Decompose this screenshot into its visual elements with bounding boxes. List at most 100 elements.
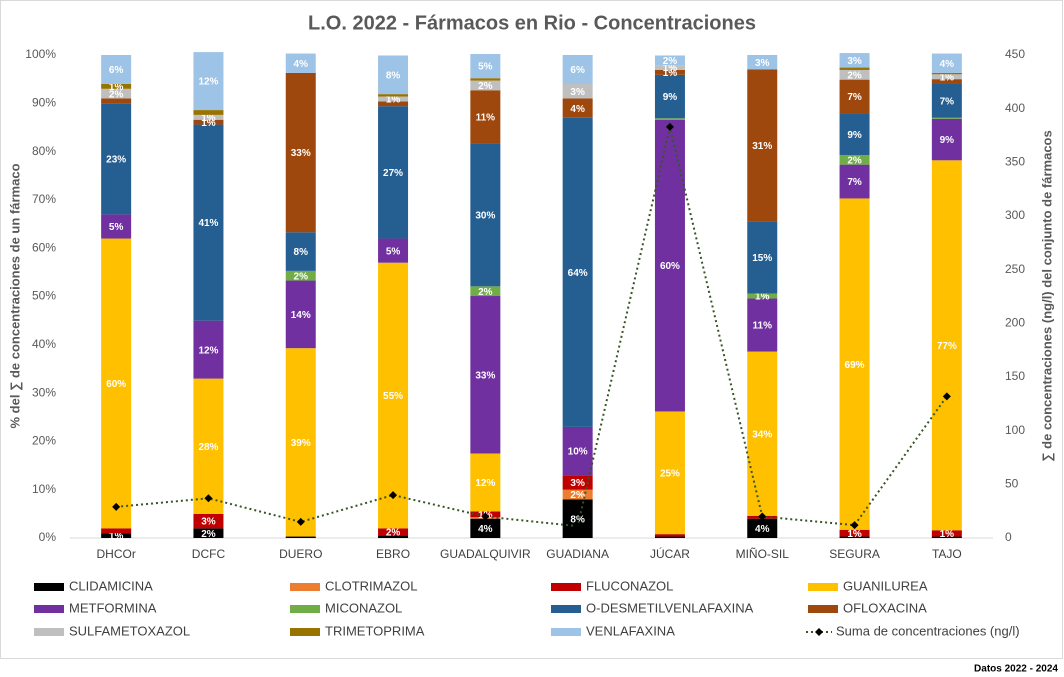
bar-segment [101, 55, 132, 84]
bar-segment [470, 518, 501, 538]
data-label: 3% [847, 56, 862, 67]
legend-label: O-DESMETILVENLAFAXINA [586, 600, 754, 615]
data-label: 77% [937, 341, 957, 352]
y2-axis-label: ∑ de concentraciones (ng/l) del conjunto… [1039, 130, 1054, 461]
data-label: 1% [663, 68, 678, 79]
x-tick-label: MIÑO-SIL [736, 547, 790, 561]
data-label: 4% [294, 59, 309, 70]
bar-segment [747, 221, 778, 294]
x-tick-label: DCFC [192, 547, 226, 561]
data-label: 2% [478, 81, 493, 92]
data-label: 1% [663, 63, 678, 74]
data-label: 2% [386, 528, 401, 539]
data-label: 25% [660, 468, 680, 479]
y-tick-label: 0% [39, 530, 57, 544]
data-label: 2% [201, 529, 216, 540]
data-label: 12% [198, 77, 218, 88]
bar-segment [931, 72, 962, 75]
data-label: 7% [940, 97, 955, 108]
data-label: 1% [109, 531, 124, 542]
bar-segment [101, 214, 132, 239]
bar-segment [285, 53, 316, 73]
data-label: 2% [847, 70, 862, 81]
bar-segment [470, 54, 501, 79]
bar-segment [931, 536, 962, 538]
bar-segment [101, 83, 132, 89]
x-tick-label: GUADIANA [546, 547, 609, 561]
y-axis-label: % del ∑ de concentraciones de un fármaco [7, 163, 22, 428]
bar-segment [285, 280, 316, 349]
data-label: 1% [201, 118, 216, 129]
data-label: 23% [106, 154, 126, 165]
data-label: 60% [106, 379, 126, 390]
data-label: 4% [478, 524, 493, 535]
bar-segment [747, 298, 778, 352]
data-label: 4% [755, 524, 770, 535]
y2-tick-label: 100 [1005, 423, 1025, 437]
data-label: 2% [570, 490, 585, 501]
bar-segment [931, 118, 962, 161]
bar-segment [285, 232, 316, 271]
legend-label: VENLAFAXINA [586, 623, 675, 638]
data-label: 39% [291, 438, 311, 449]
data-label: 28% [198, 442, 218, 453]
x-tick-label: DUERO [279, 547, 322, 561]
bar-segment [193, 528, 224, 538]
chart-title: L.O. 2022 - Fármacos en Rio - Concentrac… [308, 12, 756, 34]
data-label: 12% [198, 345, 218, 356]
bar-segment [378, 55, 409, 95]
bar-segment [747, 293, 778, 299]
legend-swatch [290, 605, 320, 613]
data-label: 5% [109, 222, 124, 233]
bar-segment [747, 55, 778, 70]
y-tick-label: 90% [32, 95, 56, 109]
data-label: 60% [660, 261, 680, 272]
data-label: 6% [109, 65, 124, 76]
legend-swatch [34, 605, 64, 613]
data-label: 2% [294, 271, 309, 282]
bar-segment [839, 198, 870, 530]
bar-segment [101, 528, 132, 534]
data-label: 4% [940, 59, 955, 70]
legend-swatch [551, 605, 581, 613]
bar-segment [285, 270, 316, 281]
chart-frame [0, 0, 1063, 659]
y2-tick-label: 0 [1005, 530, 1012, 544]
y2-tick-label: 300 [1005, 208, 1025, 222]
data-label: 8% [570, 514, 585, 525]
bar-segment [101, 533, 132, 538]
legend-label: OFLOXACINA [843, 600, 927, 615]
line-marker [296, 517, 305, 526]
bar-segment [470, 296, 501, 454]
data-label: 1% [386, 95, 401, 106]
data-label: 2% [109, 89, 124, 100]
x-tick-label: JÚCAR [650, 546, 690, 561]
line-marker [204, 494, 213, 503]
data-label: 2% [478, 287, 493, 298]
y2-tick-label: 50 [1005, 477, 1019, 491]
legend-label: CLIDAMICINA [69, 578, 153, 593]
data-label: 1% [940, 72, 955, 83]
legend-swatch [808, 605, 838, 613]
y-tick-label: 80% [32, 144, 56, 158]
y-tick-label: 60% [32, 240, 56, 254]
y-tick-label: 30% [32, 385, 56, 399]
bar-segment [931, 160, 962, 531]
line-marker [573, 522, 582, 531]
data-label: 1% [847, 529, 862, 540]
bar-segment [654, 65, 685, 70]
bar-segment [101, 98, 132, 104]
data-label: 10% [568, 447, 588, 458]
bar-segment [747, 518, 778, 538]
legend-label: GUANILUREA [843, 578, 928, 593]
data-label: 1% [755, 292, 770, 303]
data-label: 55% [383, 391, 403, 402]
y2-tick-label: 450 [1005, 47, 1025, 61]
data-label: 14% [291, 310, 311, 321]
data-label: 34% [752, 429, 772, 440]
legend-swatch [551, 628, 581, 636]
x-tick-label: GUADALQUIVIR [440, 547, 531, 561]
bar-segment [470, 286, 501, 297]
bar-segment [193, 110, 224, 115]
